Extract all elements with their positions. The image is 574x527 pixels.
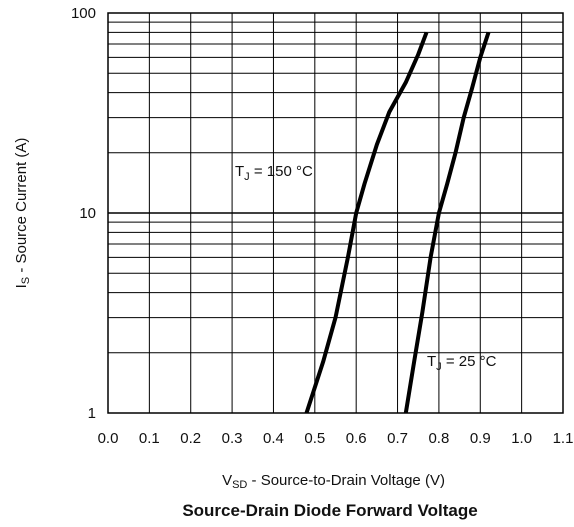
y-tick-label: 100: [71, 5, 96, 22]
series-line-150c: [304, 31, 429, 414]
curves: [304, 31, 491, 414]
x-tick-labels: 0.0 0.1 0.2 0.3 0.4 0.5 0.6 0.7 0.8 0.9 1.0 1.1: [98, 430, 574, 447]
x-axis-label: VSD - Source-to-Drain Voltage (V): [222, 472, 445, 491]
x-tick-label: 0.8: [428, 430, 449, 447]
x-tick-label: 1.1: [553, 430, 574, 447]
x-tick-label: 0.4: [263, 430, 284, 447]
x-tick-label: 0.0: [98, 430, 119, 447]
series-label-25c: TJ = 25 °C: [427, 353, 497, 373]
x-tick-label: 0.5: [304, 430, 325, 447]
x-tick-label: 0.9: [470, 430, 491, 447]
series-line-25c: [403, 31, 491, 414]
x-tick-label: 1.0: [511, 430, 532, 447]
y-tick-label: 10: [79, 205, 96, 222]
y-tick-labels: 1 10 100: [71, 5, 96, 422]
plot-frame: [107, 12, 564, 414]
y-axis-label: IS - Source Current (A): [13, 138, 32, 289]
x-tick-label: 0.1: [139, 430, 160, 447]
chart-title: Source-Drain Diode Forward Voltage: [182, 501, 477, 520]
x-tick-label: 0.2: [180, 430, 201, 447]
series-label-150c: TJ = 150 °C: [235, 163, 313, 183]
x-tick-label: 0.7: [387, 430, 408, 447]
x-tick-label: 0.6: [346, 430, 367, 447]
grid: [108, 13, 563, 413]
y-tick-label: 1: [88, 405, 96, 422]
x-tick-label: 0.3: [222, 430, 243, 447]
